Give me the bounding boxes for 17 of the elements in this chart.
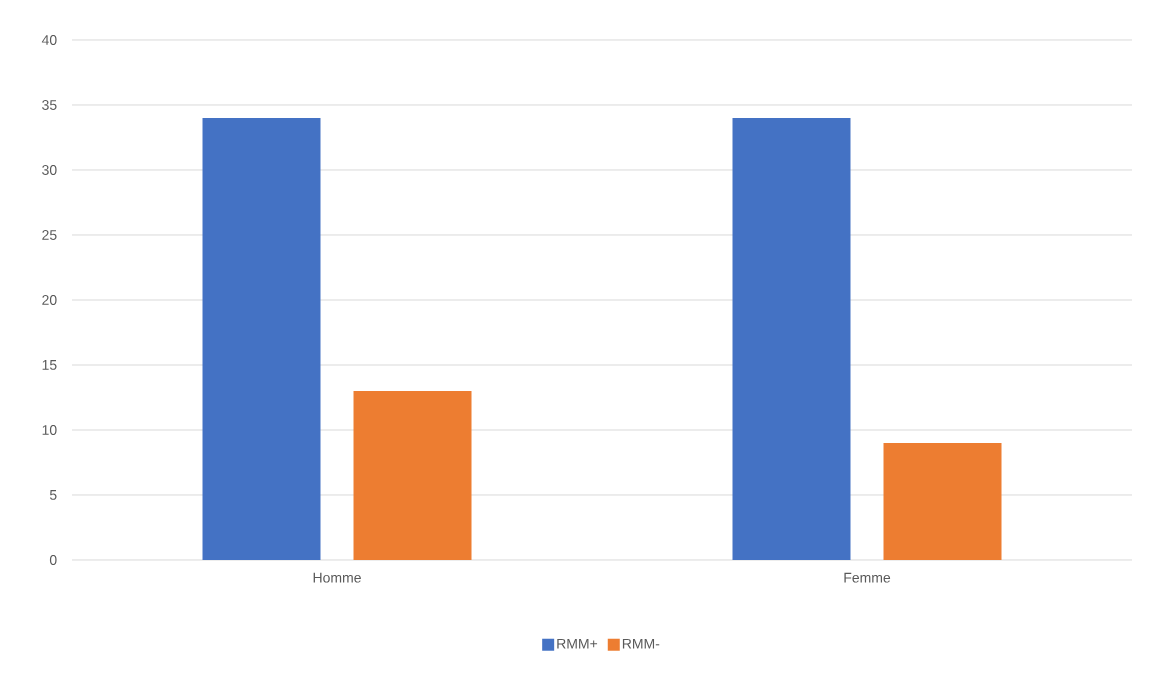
- legend-label: RMM+: [557, 638, 598, 649]
- y-tick-label: 20: [42, 295, 57, 305]
- y-tick-label: 30: [42, 165, 57, 175]
- legend-label: RMM-: [622, 638, 660, 649]
- y-tick-label: 15: [42, 360, 57, 370]
- x-tick-label: Femme: [844, 572, 891, 583]
- bar: [883, 442, 1002, 560]
- bar: [353, 390, 472, 560]
- y-tick-label: 10: [42, 425, 57, 435]
- y-tick-label: 5: [49, 490, 57, 500]
- bar: [732, 117, 851, 560]
- bar: [202, 117, 321, 560]
- x-tick-label: Homme: [313, 572, 361, 583]
- y-tick-label: 35: [42, 100, 57, 110]
- y-tick-label: 25: [42, 230, 57, 240]
- y-tick-label: 0: [49, 555, 57, 565]
- y-tick-label: 40: [41, 35, 57, 45]
